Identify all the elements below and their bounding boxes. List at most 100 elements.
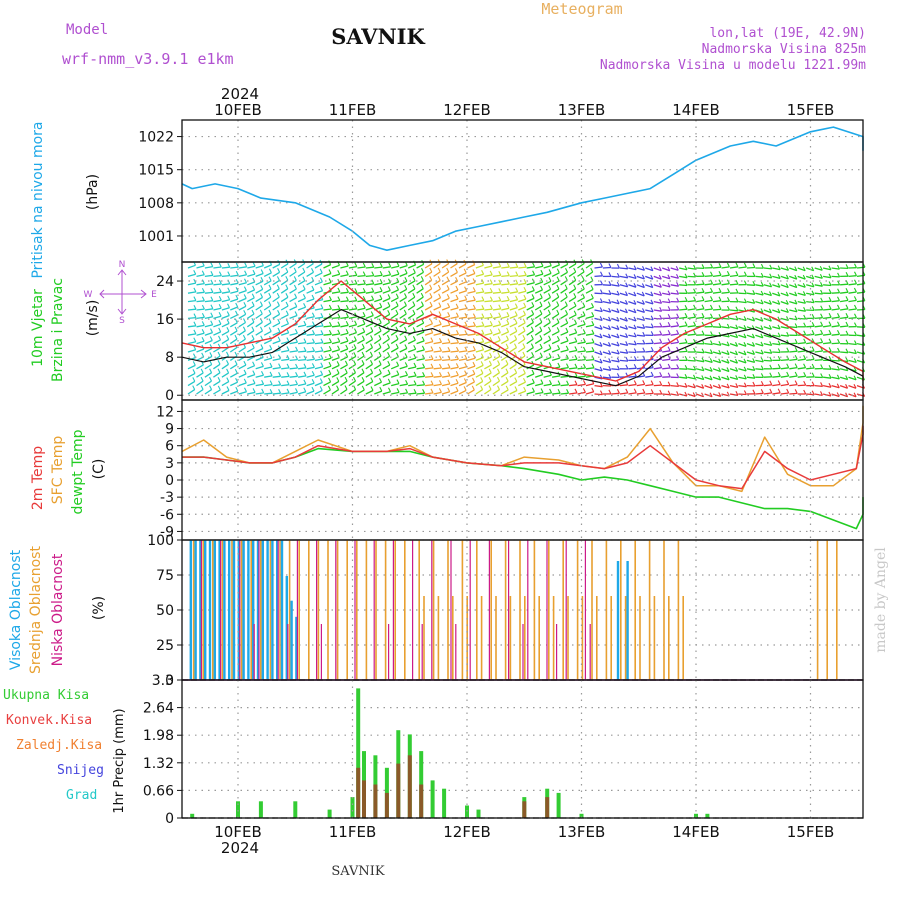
wind-barb	[340, 340, 349, 345]
wind-barb-flag	[650, 283, 654, 288]
wind-barb	[204, 347, 213, 353]
wind-barb	[712, 300, 722, 303]
wind-barb-flag	[285, 284, 289, 289]
wind-barb	[602, 292, 611, 295]
precip-bar-convective	[407, 755, 412, 818]
wind-barb	[772, 383, 781, 387]
wind-barb	[331, 341, 340, 345]
wind-barb-flag	[193, 345, 197, 350]
wind-barb-flag	[447, 371, 451, 377]
wind-barb-flag	[226, 377, 230, 382]
wind-barb	[569, 384, 578, 387]
wind-barb	[238, 330, 246, 336]
wind-barb	[306, 263, 314, 269]
wind-barb	[763, 392, 772, 395]
wind-barb-flag	[362, 327, 366, 333]
wind-barb	[687, 333, 696, 336]
wind-barb	[238, 338, 246, 345]
wind-barb	[518, 306, 526, 311]
wind-barb-flag	[514, 368, 518, 374]
wind-barb-flag	[522, 351, 526, 357]
wind-barb-flag	[437, 276, 441, 281]
wind-barb	[306, 324, 315, 328]
wind-barb	[585, 306, 594, 311]
wind-barb-flag	[599, 333, 603, 339]
wind-barb	[721, 368, 730, 373]
wind-barb	[297, 262, 306, 269]
wind-barb	[374, 282, 383, 286]
wind-barb-flag	[193, 321, 197, 327]
wind-barb	[712, 359, 721, 364]
wind-barb	[518, 266, 527, 269]
wind-barb	[416, 305, 424, 311]
wind-barb-flag	[743, 262, 747, 268]
wind-barb	[797, 358, 806, 362]
wind-barb-flag	[295, 372, 299, 377]
wind-barb-flag	[786, 371, 790, 377]
wind-barb	[272, 288, 280, 294]
wind-barb-flag	[837, 312, 840, 318]
wind-barb-flag	[489, 288, 493, 293]
wind-barb-flag	[285, 276, 289, 281]
wind-barb-flag	[387, 294, 391, 299]
wind-barb-flag	[854, 304, 857, 310]
wind-barb	[238, 347, 246, 353]
wind-barb-flag	[803, 314, 807, 320]
wind-barb	[238, 297, 247, 303]
wind-barb	[695, 368, 705, 372]
cloud-bar-mid	[509, 596, 512, 680]
wind-barb	[772, 300, 781, 305]
wind-barb-flag	[768, 299, 772, 305]
wind-barb	[357, 307, 366, 311]
wind-barb-flag	[828, 289, 832, 294]
wind-barb-flag	[659, 314, 663, 320]
wind-barb-flag	[583, 363, 586, 369]
wind-barb	[297, 297, 306, 303]
wind-barb	[492, 300, 501, 303]
wind-barb-flag	[252, 285, 256, 291]
wind-barb-flag	[854, 331, 857, 336]
wind-barb-flag	[505, 343, 509, 349]
wind-barb	[552, 383, 561, 387]
wind-barb	[695, 393, 704, 398]
wind-barb-flag	[531, 387, 535, 393]
wind-barb	[772, 284, 781, 288]
wind-barb-flag	[548, 362, 552, 367]
wind-barb-flag	[752, 350, 755, 355]
wind-barb	[263, 272, 272, 277]
wind-barb-flag	[599, 358, 603, 364]
wind-barb	[712, 368, 721, 373]
wind-barb-flag	[455, 285, 459, 291]
wind-barb-flag	[303, 355, 307, 360]
wind-barb-flag	[506, 287, 510, 293]
cloud-bar-high	[208, 540, 212, 680]
wind-barb	[611, 309, 620, 314]
wind-barb	[399, 264, 408, 269]
wind-barb-flag	[447, 302, 451, 308]
wind-barb	[662, 284, 671, 288]
wind-barb	[517, 322, 526, 328]
cloud-bar-high	[285, 576, 288, 680]
wind-barb	[518, 298, 527, 303]
wind-barb-flag	[540, 388, 544, 393]
wind-barb-flag	[386, 334, 390, 340]
wind-barb	[501, 274, 510, 278]
wind-barb	[255, 356, 264, 362]
wind-barb-flag	[633, 282, 637, 288]
wind-barb-flag	[505, 368, 509, 373]
wind-barb-flag	[591, 302, 594, 308]
wind-barb	[441, 383, 451, 387]
wind-barb	[772, 351, 781, 354]
wind-barb	[416, 349, 425, 353]
wind-barb-flag	[505, 351, 509, 357]
station-title: SAVNIK	[331, 24, 425, 49]
wind-barb-flag	[786, 380, 790, 385]
wind-barb	[509, 274, 518, 278]
wind-barb	[407, 339, 416, 345]
wind-barb	[526, 355, 534, 361]
cloud-bar-mid	[567, 596, 569, 680]
wind-barb-flag	[785, 291, 789, 297]
wind-barb	[323, 341, 332, 345]
wind-barb	[839, 376, 848, 381]
wind-barb	[374, 390, 383, 395]
